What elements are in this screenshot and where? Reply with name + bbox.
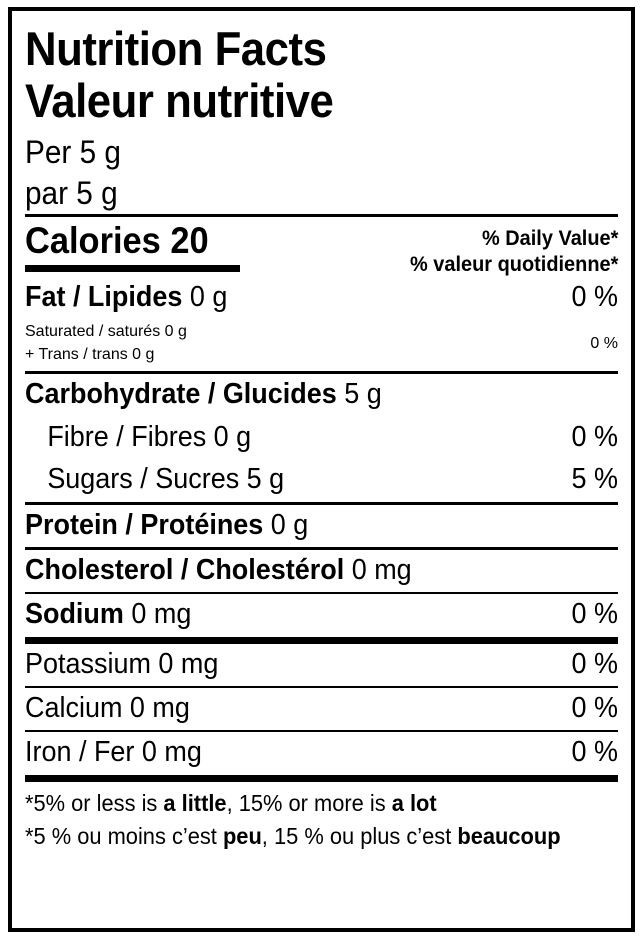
carbohydrate-amount: 5 g xyxy=(336,378,382,411)
cholesterol-section: Cholesterol / Cholestérol 0 mg xyxy=(12,550,631,592)
fibre-daily-value: 0 % xyxy=(571,420,618,453)
fat-section: Fat / Lipides 0 g 0 % Saturated / saturé… xyxy=(12,277,631,371)
divider-before-cholesterol xyxy=(25,546,618,550)
footnote-en-part2: , 15% or more is xyxy=(226,789,392,816)
cholesterol-label: Cholesterol / Cholestérol xyxy=(25,553,345,586)
footnote-english: *5% or less is a little, 15% or more is … xyxy=(25,782,588,820)
divider-before-iron xyxy=(25,730,618,733)
footnote-fr-part1: *5 % ou moins c’est xyxy=(25,823,223,850)
title-english: Nutrition Facts xyxy=(25,22,327,75)
footnote-fr-bold1: peu xyxy=(222,823,262,850)
footnote-section: *5% or less is a little, 15% or more is … xyxy=(12,782,631,853)
potassium-daily-value: 0 % xyxy=(571,647,618,680)
daily-value-header: % Daily Value* % valeur quotidienne* xyxy=(410,222,618,277)
daily-value-header-english: % Daily Value* xyxy=(481,226,618,250)
iron-name: Iron / Fer 0 mg xyxy=(25,736,202,769)
calcium-wrap: Calcium 0 mg 0 % xyxy=(12,688,631,730)
label-header: Nutrition Facts Valeur nutritive Per 5 g… xyxy=(12,11,631,214)
cholesterol-amount: 0 mg xyxy=(344,553,412,586)
iron-wrap: Iron / Fer 0 mg 0 % xyxy=(12,732,631,774)
divider-after-serving xyxy=(25,213,618,217)
protein-label: Protein / Protéines xyxy=(25,508,264,541)
divider-before-minerals xyxy=(25,636,618,644)
footnote-fr-bold2: beaucoup xyxy=(457,823,561,850)
footnote-en-bold2: a lot xyxy=(391,789,437,816)
footnote-fr-part2: , 15 % ou plus c’est xyxy=(261,823,458,850)
footnote-french: *5 % ou moins c’est peu, 15 % ou plus c’… xyxy=(25,819,588,853)
calcium-name: Calcium 0 mg xyxy=(25,691,190,724)
iron-daily-value: 0 % xyxy=(571,736,618,769)
fat-name: Fat / Lipides 0 g xyxy=(25,281,227,314)
calories-underline xyxy=(25,264,240,272)
protein-section: Protein / Protéines 0 g xyxy=(12,505,631,547)
fat-label: Fat / Lipides xyxy=(25,281,183,314)
fat-daily-value: 0 % xyxy=(571,281,618,314)
footnote-en-part1: *5% or less is xyxy=(25,789,164,816)
calcium-daily-value: 0 % xyxy=(571,691,618,724)
serving-size-english: Per 5 g xyxy=(25,134,121,170)
divider-before-carbohydrate xyxy=(25,371,618,375)
sodium-label: Sodium xyxy=(25,598,124,631)
protein-name: Protein / Protéines 0 g xyxy=(25,509,308,542)
serving-size-french: par 5 g xyxy=(25,174,118,211)
nutrient-row-sugars: Sugars / Sucres 5 g 5 % xyxy=(25,459,618,501)
nutrient-row-sodium: Sodium 0 mg 0 % xyxy=(25,594,618,636)
nutrient-row-fat: Fat / Lipides 0 g 0 % xyxy=(25,277,618,319)
daily-value-header-french: % valeur quotidienne* xyxy=(409,252,618,276)
nutrient-row-fibre: Fibre / Fibres 0 g 0 % xyxy=(25,417,618,459)
footnote-en-bold1: a little xyxy=(163,789,227,816)
nutrient-row-iron: Iron / Fer 0 mg 0 % xyxy=(25,732,618,774)
protein-amount: 0 g xyxy=(263,508,309,541)
fat-amount: 0 g xyxy=(182,281,228,314)
minerals-section: Potassium 0 mg 0 % xyxy=(12,644,631,686)
divider-before-footnote xyxy=(25,774,618,782)
title-french: Valeur nutritive xyxy=(25,74,334,127)
divider-before-sodium xyxy=(25,592,618,595)
potassium-name: Potassium 0 mg xyxy=(25,647,219,680)
calories-section: Calories 20 % Daily Value* % valeur quot… xyxy=(12,217,631,277)
saturated-trans-daily-value: 0 % xyxy=(590,335,618,353)
sugars-daily-value: 5 % xyxy=(571,463,618,496)
sugars-name: Sugars / Sucres 5 g xyxy=(47,463,285,496)
sodium-amount: 0 mg xyxy=(123,598,192,631)
sodium-name: Sodium 0 mg xyxy=(25,598,191,631)
nutrient-row-cholesterol: Cholesterol / Cholestérol 0 mg xyxy=(25,550,618,592)
nutrition-facts-label: Nutrition Facts Valeur nutritive Per 5 g… xyxy=(8,7,635,932)
divider-before-protein xyxy=(25,501,618,505)
carbohydrate-section: Carbohydrate / Glucides 5 g Fibre / Fibr… xyxy=(12,374,631,501)
fibre-name: Fibre / Fibres 0 g xyxy=(47,420,252,453)
nutrient-row-protein: Protein / Protéines 0 g xyxy=(25,505,618,547)
cholesterol-name: Cholesterol / Cholestérol 0 mg xyxy=(25,554,412,587)
nutrient-row-carbohydrate: Carbohydrate / Glucides 5 g xyxy=(25,374,618,416)
trans-fat-name: + Trans / trans 0 g xyxy=(25,346,155,364)
carbohydrate-name: Carbohydrate / Glucides 5 g xyxy=(25,378,382,411)
divider-before-calcium xyxy=(25,685,618,688)
calories-value: Calories 20 xyxy=(25,219,209,261)
saturated-fat-name: Saturated / saturés 0 g xyxy=(25,323,187,341)
carbohydrate-label: Carbohydrate / Glucides xyxy=(25,378,337,411)
sodium-daily-value: 0 % xyxy=(571,598,618,631)
fat-subrows: Saturated / saturés 0 g + Trans / trans … xyxy=(25,319,618,371)
sodium-section: Sodium 0 mg 0 % xyxy=(12,594,631,636)
nutrient-row-potassium: Potassium 0 mg 0 % xyxy=(25,644,618,686)
nutrient-row-calcium: Calcium 0 mg 0 % xyxy=(25,688,618,730)
